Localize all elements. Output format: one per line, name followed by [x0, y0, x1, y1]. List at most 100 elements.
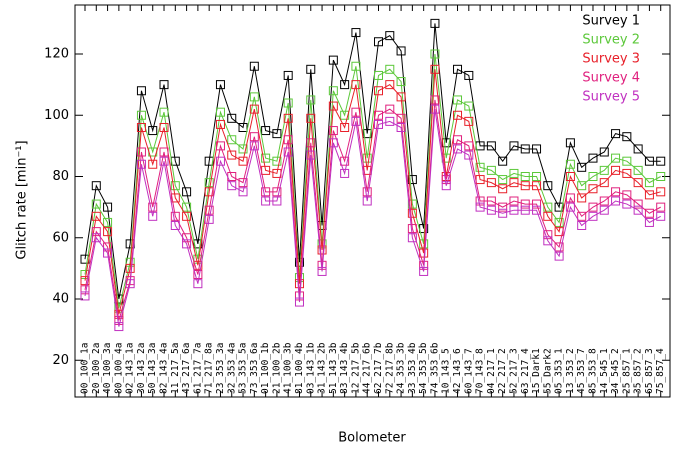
x-tick-label: 14_545_1 [599, 348, 610, 394]
point-marker [633, 144, 643, 154]
point-marker [622, 156, 632, 166]
point-marker [453, 95, 463, 105]
point-marker [193, 279, 203, 289]
point-marker [272, 156, 282, 166]
point-marker [430, 64, 440, 74]
point-marker [622, 168, 632, 178]
y-tick-label: 80 [52, 169, 69, 184]
point-marker [227, 150, 237, 160]
point-marker [283, 135, 293, 145]
point-marker [283, 98, 293, 108]
point-marker [588, 184, 598, 194]
point-marker [430, 18, 440, 28]
x-tick-label: 31_143_2b [317, 342, 328, 394]
point-marker [182, 202, 192, 212]
point-marker [125, 279, 135, 289]
point-marker [520, 172, 530, 181]
point-marker [430, 95, 440, 105]
point-marker [136, 159, 146, 169]
point-marker [588, 172, 598, 181]
point-marker [159, 123, 169, 132]
point-marker [283, 147, 293, 157]
series-line [84, 69, 661, 315]
point-marker [532, 199, 542, 209]
y-tick-label: 100 [44, 108, 69, 123]
point-marker [543, 236, 553, 246]
y-tick-label: 40 [52, 292, 69, 307]
point-marker [227, 113, 237, 123]
point-marker [509, 141, 519, 151]
point-marker [385, 80, 395, 90]
point-marker [633, 205, 643, 215]
x-tick-label: 55_Dark2 [542, 348, 553, 394]
x-tick-label: 63_217_4 [520, 348, 531, 394]
point-marker [374, 37, 383, 47]
point-marker [204, 156, 214, 166]
point-marker [340, 80, 350, 90]
legend-entry: Survey 2 [582, 33, 640, 48]
x-tick-label: 65_857_3 [644, 348, 655, 394]
point-marker [103, 227, 113, 237]
y-tick-label: 20 [52, 353, 69, 368]
point-marker [430, 49, 440, 59]
point-marker [317, 245, 327, 255]
point-marker [554, 202, 564, 212]
point-marker [351, 116, 361, 126]
point-marker [633, 178, 643, 188]
point-marker [91, 199, 101, 209]
point-marker [396, 92, 406, 102]
point-marker [577, 211, 587, 221]
point-marker [170, 211, 180, 221]
x-tick-label: 11_217_5a [170, 343, 181, 394]
point-marker [204, 178, 214, 188]
x-tick-label: 70_143_8 [475, 348, 486, 394]
point-marker [159, 147, 169, 157]
point-marker [644, 217, 654, 227]
point-marker [272, 129, 282, 139]
point-marker [520, 144, 530, 154]
point-marker [204, 205, 214, 215]
point-marker [599, 196, 609, 206]
point-marker [611, 165, 621, 175]
point-marker [148, 126, 158, 136]
point-marker [170, 181, 180, 191]
x-tick-label: 24_353_3b [396, 342, 407, 394]
point-marker [136, 147, 146, 157]
point-marker [520, 205, 530, 215]
point-marker [543, 211, 553, 221]
x-tick-label: 00_100_1a [80, 343, 91, 394]
point-marker [170, 193, 180, 203]
x-tick-label: 40_100_3a [102, 343, 113, 394]
x-tick-label: 81_100_4b [294, 342, 305, 394]
point-marker [407, 233, 417, 243]
point-marker [644, 208, 654, 218]
point-marker [565, 172, 575, 181]
point-marker [599, 147, 609, 157]
point-marker [136, 110, 146, 120]
point-marker [328, 86, 338, 96]
x-tick-label: 34_545_2 [610, 348, 621, 394]
point-marker [486, 165, 496, 175]
point-marker [193, 270, 203, 279]
x-tick-label: 54_353_5b [418, 342, 429, 394]
x-tick-label: 60_143_7 [463, 348, 474, 394]
point-marker [599, 178, 609, 188]
y-tick-label: 120 [44, 47, 69, 62]
point-marker [159, 80, 169, 90]
point-marker [306, 150, 316, 160]
point-marker [611, 196, 621, 206]
point-marker [238, 178, 248, 188]
point-marker [340, 110, 350, 120]
x-tick-label: 35_857_2 [633, 348, 644, 394]
x-tick-label: 01_100_1b [260, 342, 271, 394]
point-marker [340, 168, 350, 178]
x-tick-label: 25_857_1 [621, 348, 632, 394]
point-marker [441, 181, 451, 191]
point-marker [396, 123, 406, 132]
point-marker [193, 260, 203, 270]
point-marker [317, 266, 327, 276]
point-marker [577, 221, 587, 230]
x-tick-label: 72_217_8b [384, 342, 395, 394]
point-marker [464, 101, 474, 111]
point-marker [611, 153, 621, 163]
